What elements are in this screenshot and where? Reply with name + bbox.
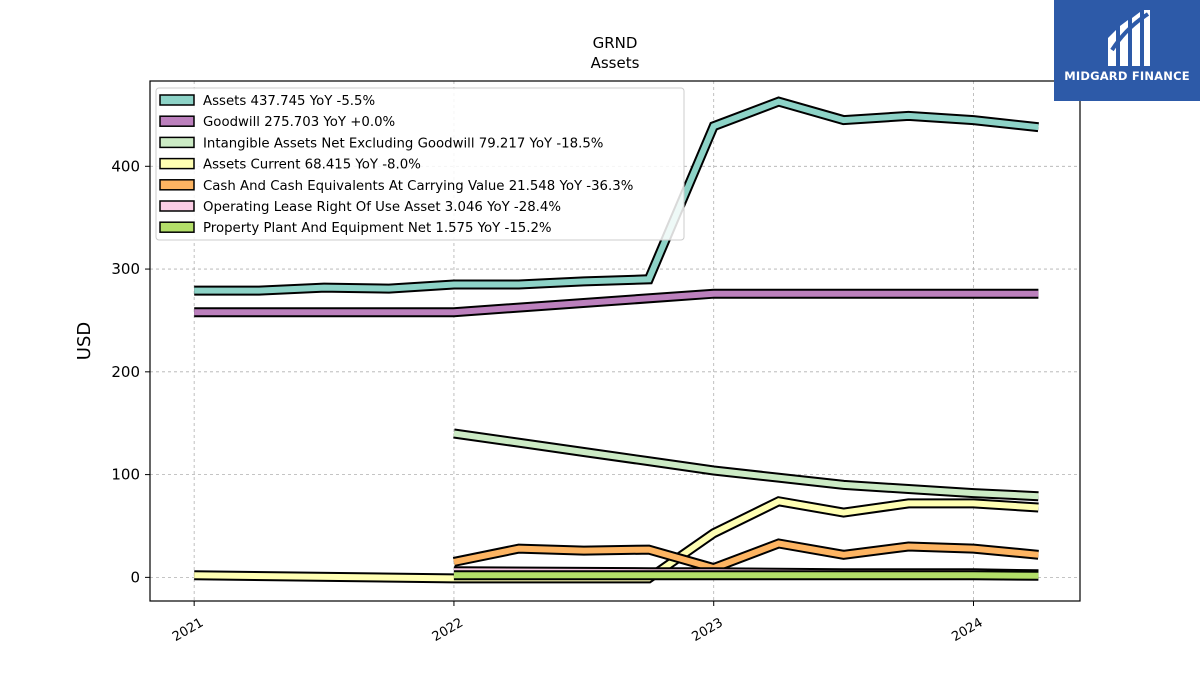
x-tick-label: 2024 bbox=[949, 615, 985, 645]
legend-item: Cash And Cash Equivalents At Carrying Va… bbox=[159, 179, 633, 194]
legend-item: Property Plant And Equipment Net 1.575 Y… bbox=[159, 221, 552, 236]
legend-label: Property Plant And Equipment Net 1.575 Y… bbox=[203, 221, 552, 236]
series-line bbox=[194, 288, 1039, 318]
x-tick-label: 2022 bbox=[430, 615, 466, 645]
series-line-fill bbox=[194, 98, 1039, 294]
legend-swatch bbox=[159, 157, 195, 170]
legend-item: Assets 437.745 YoY -5.5% bbox=[159, 94, 375, 109]
plot-frame bbox=[149, 80, 1081, 602]
series-line-fill bbox=[453, 430, 1039, 500]
legend-swatch bbox=[159, 179, 195, 191]
legend-item: Goodwill 275.703 YoY +0.0% bbox=[159, 115, 395, 130]
y-axis-label: USD bbox=[74, 322, 95, 360]
series-line-fill bbox=[453, 572, 1039, 579]
brand-name: MIDGARD FINANCE bbox=[1064, 69, 1190, 83]
series-line bbox=[452, 538, 1039, 574]
series-line bbox=[453, 570, 1039, 581]
series-line bbox=[194, 496, 1039, 584]
legend-swatch bbox=[159, 200, 195, 212]
legend-label: Assets 437.745 YoY -5.5% bbox=[203, 94, 375, 109]
y-tick-label: 0 bbox=[130, 568, 140, 586]
series-line-fill bbox=[194, 290, 1039, 316]
x-tick-label: 2023 bbox=[690, 615, 726, 645]
legend-label: Operating Lease Right Of Use Asset 3.046… bbox=[203, 200, 561, 215]
legend-item: Assets Current 68.415 YoY -8.0% bbox=[159, 157, 421, 173]
y-tick-label: 100 bbox=[111, 466, 140, 484]
y-tick-label: 200 bbox=[111, 363, 140, 381]
legend-label: Goodwill 275.703 YoY +0.0% bbox=[203, 115, 395, 130]
legend-swatch bbox=[159, 136, 195, 149]
legend-item: Intangible Assets Net Excluding Goodwill… bbox=[159, 136, 603, 151]
chart-subtitle: Assets bbox=[591, 54, 640, 72]
series-line bbox=[453, 428, 1039, 502]
legend-label: Assets Current 68.415 YoY -8.0% bbox=[203, 158, 421, 173]
legend-item: Operating Lease Right Of Use Asset 3.046… bbox=[159, 200, 561, 215]
legend-swatch bbox=[159, 94, 195, 106]
legend: Assets 437.745 YoY -5.5% Goodwill 275.703… bbox=[155, 87, 685, 241]
brand-logo: MIDGARD FINANCE bbox=[1054, 0, 1200, 101]
series-lines bbox=[194, 96, 1039, 584]
legend-label: Intangible Assets Net Excluding Goodwill… bbox=[203, 136, 603, 151]
series-line-outline bbox=[194, 496, 1039, 584]
y-tick-label: 400 bbox=[111, 157, 140, 175]
legend-label: Cash And Cash Equivalents At Carrying Va… bbox=[203, 179, 633, 194]
legend-box bbox=[155, 87, 685, 241]
series-line-outline bbox=[453, 428, 1039, 502]
legend-swatch bbox=[159, 115, 195, 127]
series-line-fill bbox=[194, 498, 1039, 582]
series-line bbox=[194, 96, 1039, 296]
y-tick-label: 300 bbox=[111, 260, 140, 278]
chart-title: GRND bbox=[593, 34, 638, 52]
brand-mark-icon bbox=[1108, 10, 1150, 66]
series-line-fill bbox=[453, 540, 1039, 572]
x-tick-label: 2021 bbox=[170, 615, 206, 645]
legend-swatch bbox=[159, 221, 195, 233]
